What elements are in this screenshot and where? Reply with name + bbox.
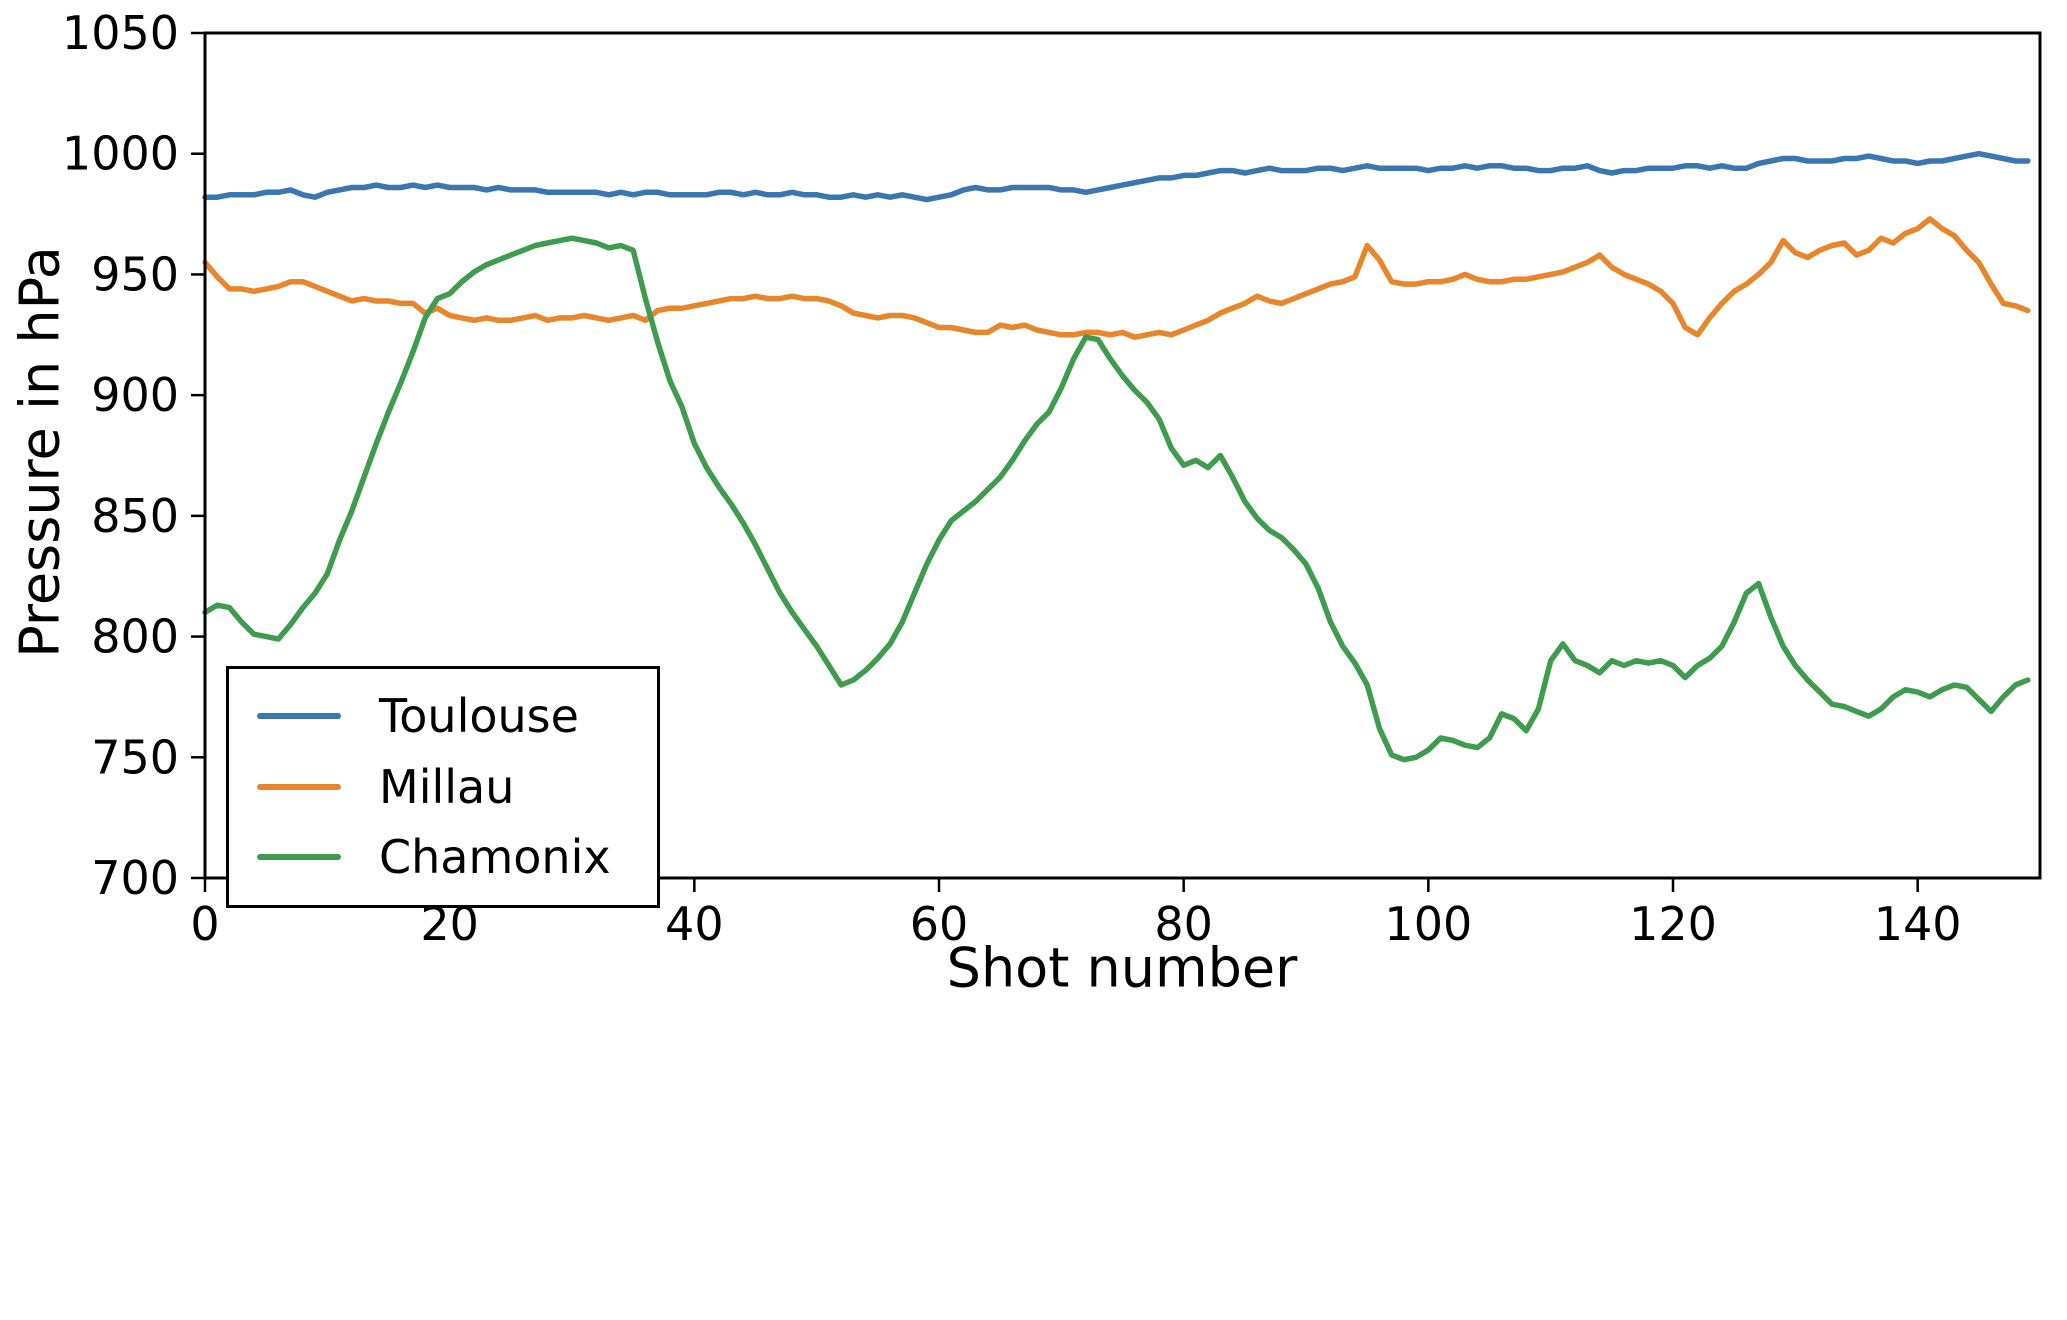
legend-item-toulouse: Toulouse bbox=[257, 691, 611, 742]
y-tick-label: 950 bbox=[91, 247, 179, 301]
x-axis-label: Shot number bbox=[946, 936, 1298, 1000]
x-tick-label: 60 bbox=[910, 897, 969, 951]
legend-label-chamonix: Chamonix bbox=[379, 830, 611, 885]
legend-item-millau: Millau bbox=[257, 759, 611, 814]
x-tick-label: 120 bbox=[1629, 897, 1717, 951]
legend: Toulouse Millau Chamonix bbox=[226, 666, 660, 908]
legend-label-toulouse: Toulouse bbox=[379, 689, 579, 743]
plot-frame bbox=[203, 31, 2042, 880]
x-tick-label: 0 bbox=[190, 897, 219, 951]
y-tick-label: 1000 bbox=[62, 127, 179, 181]
series-line-toulouse bbox=[202, 150, 2031, 203]
y-tick-label: 800 bbox=[91, 610, 179, 664]
legend-label-millau: Millau bbox=[379, 759, 515, 814]
x-tick-label: 40 bbox=[665, 897, 724, 951]
y-tick-label: 1050 bbox=[62, 6, 179, 60]
x-tick-label: 100 bbox=[1384, 897, 1472, 951]
x-tick-label: 80 bbox=[1154, 897, 1213, 951]
y-tick-label: 850 bbox=[91, 489, 179, 543]
y-tick-label: 900 bbox=[91, 368, 179, 422]
series-line-chamonix bbox=[202, 235, 2031, 763]
y-tick-label: 700 bbox=[91, 851, 179, 905]
millau-line-swatch bbox=[257, 783, 341, 790]
y-tick-label: 750 bbox=[91, 730, 179, 784]
chamonix-line-swatch bbox=[257, 854, 341, 861]
y-axis-label: Pressure in hPa bbox=[8, 246, 72, 658]
x-tick-label: 140 bbox=[1874, 897, 1962, 951]
toulouse-line-swatch bbox=[257, 713, 341, 720]
series-line-millau bbox=[202, 216, 2031, 340]
legend-item-chamonix: Chamonix bbox=[257, 832, 611, 883]
